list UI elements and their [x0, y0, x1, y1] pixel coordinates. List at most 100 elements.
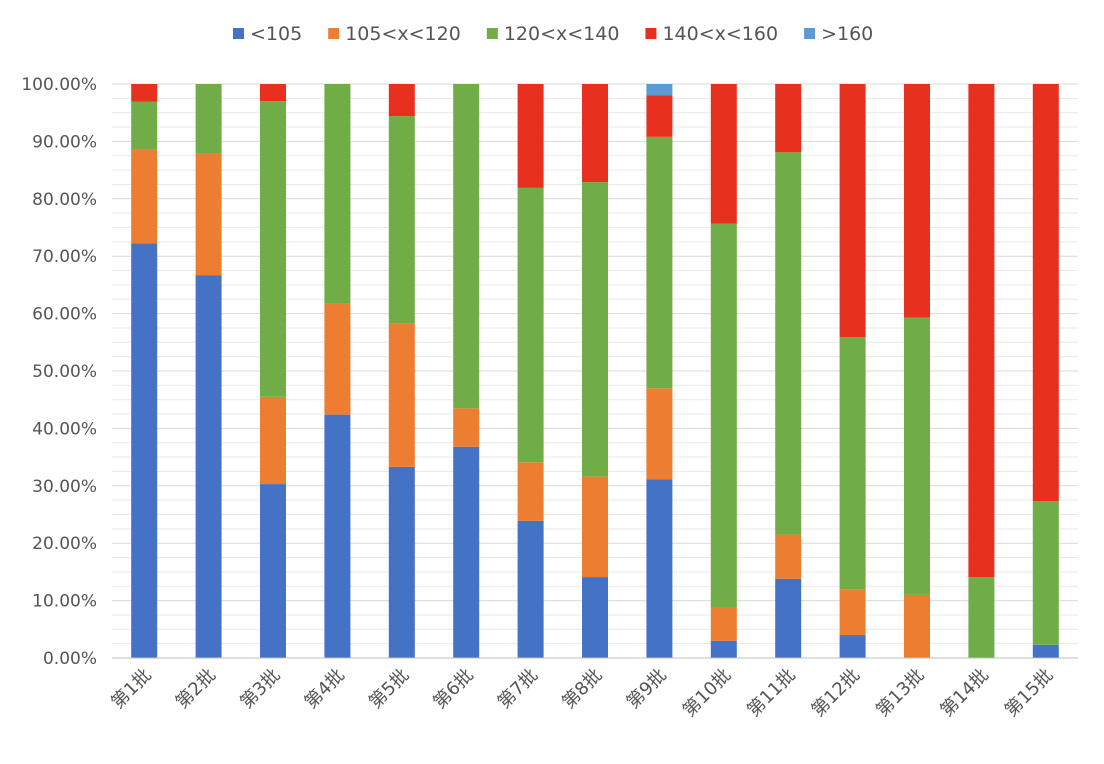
x-tick-label: 第12批: [808, 665, 865, 722]
y-tick-label: 40.00%: [32, 419, 97, 439]
y-tick-label: 10.00%: [32, 592, 97, 612]
bar-segment-4-13: [904, 84, 930, 318]
y-tick-label: 80.00%: [32, 190, 97, 210]
bar-segment-2-2: [195, 153, 222, 276]
y-tick-label: 20.00%: [32, 534, 97, 554]
bar-segment-2-9: [646, 388, 673, 480]
bar-segment-3-14: [968, 577, 995, 658]
bar-segment-4-1: [131, 84, 158, 102]
bar-segment-1-5: [388, 466, 415, 658]
bar-segment-4-11: [775, 84, 802, 153]
legend-label: 120<x<140: [504, 23, 620, 45]
x-tick-label: 第7批: [494, 665, 542, 713]
bar-segment-1-2: [195, 275, 222, 658]
x-axis: 第1批 第2批 第3批 第4批 第5批 第6批 第7批 第8批 第9批 第10批 第11批 第12批第…: [107, 657, 1078, 722]
legend-swatch: [233, 28, 244, 39]
bar-segment-3-11: [775, 152, 802, 535]
bars: [131, 84, 1059, 658]
x-tick-label: 第10批: [679, 665, 736, 722]
legend-swatch: [645, 28, 657, 39]
legend: <105 105<x<120 120<x<140 140<x<160 >160: [233, 23, 873, 45]
bar-segment-4-9: [646, 95, 673, 137]
y-tick-label: 0.00%: [43, 649, 97, 669]
bar-segment-5-9: [646, 84, 673, 96]
x-tick-label: 第9批: [623, 665, 671, 713]
bar-segment-2-10: [710, 607, 737, 641]
bar-segment-4-14: [968, 84, 995, 578]
legend-item: 105<x<120: [328, 23, 461, 45]
bar-segment-1-11: [775, 578, 802, 658]
bar-segment-4-5: [388, 84, 415, 117]
bar-segment-4-8: [582, 84, 608, 183]
bar-segment-1-12: [839, 635, 866, 658]
x-tick-label: 第15批: [1001, 665, 1058, 722]
bar-segment-3-1: [131, 101, 158, 150]
x-tick-label: 第5批: [365, 665, 413, 713]
bar-segment-2-5: [388, 323, 415, 467]
bar-segment-3-7: [517, 187, 544, 463]
y-tick-label: 70.00%: [32, 247, 97, 267]
bar-segment-1-3: [260, 484, 286, 658]
bar-segment-4-3: [260, 84, 286, 102]
bar-segment-2-4: [324, 303, 351, 415]
legend-item: <105: [233, 23, 302, 45]
bar-segment-1-10: [710, 640, 737, 658]
legend-item: 120<x<140: [486, 23, 620, 45]
x-tick-label: 第14批: [936, 665, 993, 722]
bar-segment-1-7: [517, 520, 544, 658]
bar-segment-3-2: [195, 84, 222, 154]
x-tick-label: 第6批: [429, 665, 477, 713]
bar-segment-2-11: [775, 534, 802, 579]
bar-segment-4-7: [517, 84, 544, 188]
legend-swatch: [328, 28, 340, 39]
y-tick-label: 90.00%: [32, 132, 97, 152]
bar-segment-2-13: [904, 594, 930, 658]
bar-segment-2-3: [260, 396, 286, 485]
bar-segment-3-9: [646, 136, 673, 389]
legend-label: <105: [250, 23, 302, 45]
bar-segment-2-7: [517, 462, 544, 521]
legend-label: 140<x<160: [662, 23, 778, 45]
bar-segment-2-1: [131, 149, 158, 244]
bar-segment-3-10: [710, 223, 737, 608]
x-tick-label: 第2批: [172, 665, 220, 713]
bar-segment-1-15: [1032, 644, 1059, 658]
x-tick-label: 第1批: [107, 665, 155, 713]
bar-segment-1-1: [131, 243, 158, 658]
legend-swatch: [804, 28, 816, 39]
bar-segment-3-5: [388, 116, 415, 324]
y-tick-label: 50.00%: [32, 362, 97, 382]
bar-segment-3-4: [324, 84, 351, 304]
x-tick-label: 第4批: [301, 665, 349, 713]
y-tick-label: 100.00%: [21, 75, 97, 95]
legend-item: >160: [804, 23, 873, 45]
y-axis: 0.00% 10.00% 20.00% 30.00% 40.00% 50.00% 60.00…: [21, 75, 97, 669]
bar-segment-1-9: [646, 479, 673, 658]
bar-segment-4-12: [839, 84, 866, 338]
bar-segment-2-12: [839, 589, 866, 636]
bar-segment-3-12: [839, 337, 866, 590]
bar-segment-3-13: [904, 317, 930, 595]
bar-segment-4-10: [710, 84, 737, 224]
y-tick-label: 60.00%: [32, 305, 97, 325]
bar-segment-1-4: [324, 414, 351, 658]
bar-segment-2-6: [453, 408, 480, 447]
bar-segment-3-8: [582, 182, 608, 477]
bar-segment-3-3: [260, 101, 286, 397]
y-tick-label: 30.00%: [32, 477, 97, 497]
x-tick-label: 第8批: [558, 665, 606, 713]
bar-segment-2-8: [582, 476, 608, 578]
legend-label: 105<x<120: [345, 23, 461, 45]
bar-segment-1-8: [582, 577, 608, 658]
x-tick-label: 第3批: [236, 665, 284, 713]
bar-segment-3-15: [1032, 501, 1059, 645]
legend-swatch: [486, 28, 498, 39]
bar-segment-4-15: [1032, 84, 1059, 502]
legend-item: 140<x<160: [645, 23, 778, 45]
bar-segment-3-6: [453, 84, 480, 409]
x-tick-label: 第13批: [872, 665, 929, 722]
x-tick-label: 第11批: [743, 665, 800, 722]
legend-label: >160: [821, 23, 873, 45]
bar-segment-1-6: [453, 446, 480, 658]
